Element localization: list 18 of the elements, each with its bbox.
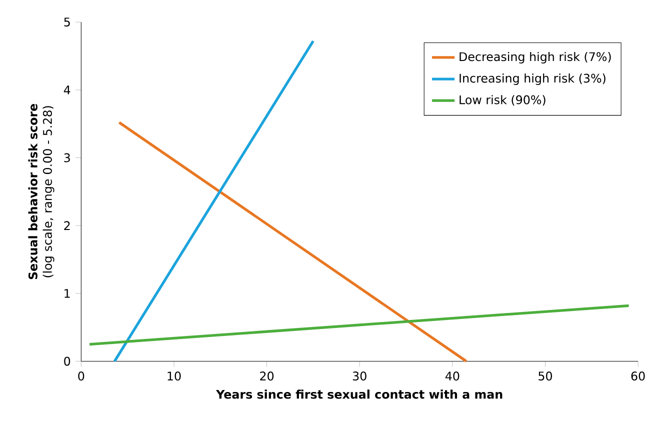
y-tick-label: 4 [64, 86, 70, 94]
x-tick-label: 0 [78, 372, 84, 381]
x-tick-label: 60 [631, 372, 645, 381]
x-tick-label: 20 [260, 372, 274, 381]
legend-label: Low risk (90%) [460, 95, 546, 106]
y-tick-label: 5 [64, 18, 70, 27]
x-tick-label: 40 [445, 372, 460, 381]
x-tick-label: 30 [352, 372, 366, 381]
y-tick-label: 0 [64, 356, 70, 366]
x-tick-label: 10 [168, 372, 181, 381]
legend-label: Decreasing high risk (7%) [460, 52, 611, 64]
y-tick-label: 3 [64, 153, 70, 162]
y-tick-label: 1 [64, 289, 70, 298]
y-axis-title: Sexual behavior risk score (log scale, range 0.00 - 5.28) [28, 104, 54, 280]
y-tick-label: 2 [64, 221, 70, 230]
legend-label: Increasing high risk (3%) [460, 74, 606, 86]
x-axis-title: Years since first sexual contact with a man [216, 390, 502, 399]
x-tick-label: 50 [538, 372, 552, 381]
